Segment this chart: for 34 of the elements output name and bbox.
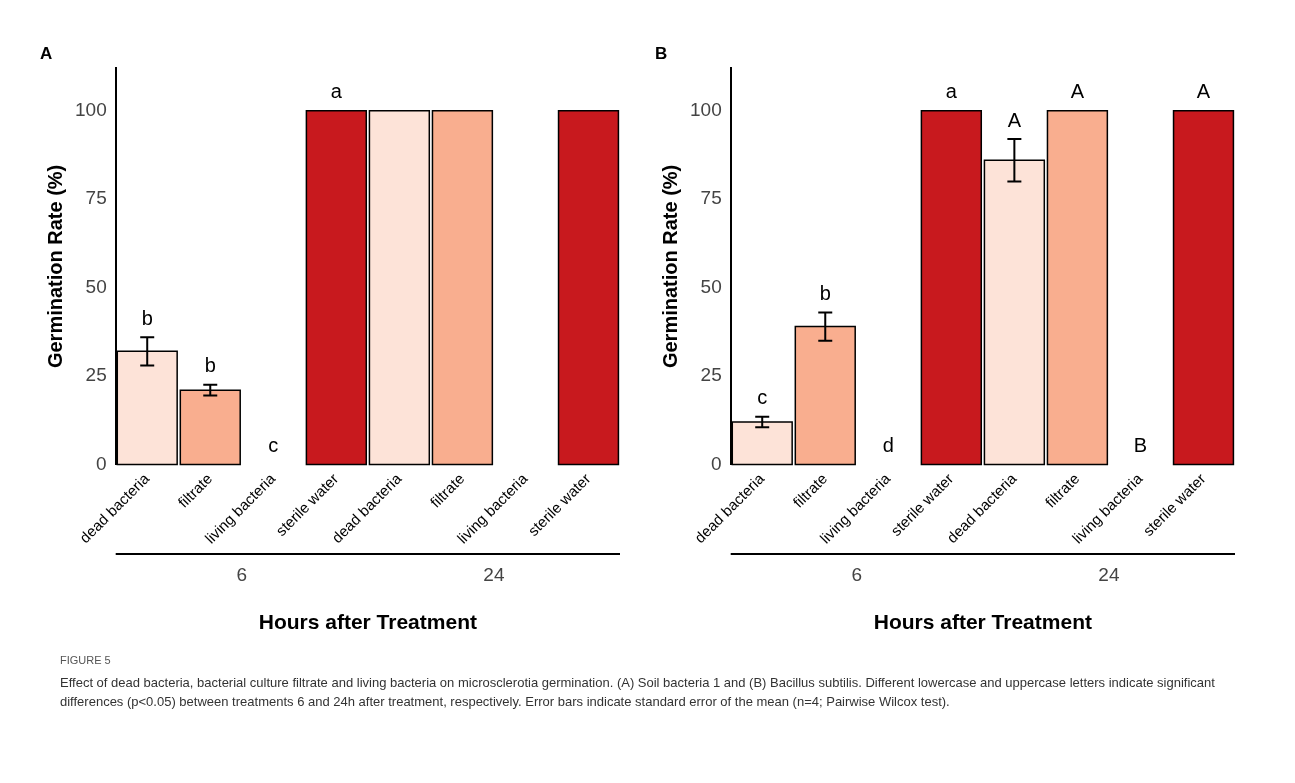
data-label: d [882, 433, 894, 456]
y-tick-label: 75 [700, 187, 722, 209]
text: 24 [1098, 563, 1120, 585]
caption: FIGURE 5 [60, 653, 112, 668]
text: Effect of dead bacteria, bacterial culture filtrate and living bacteria on microsclerotia germination. (A) Soil bacteria 1 and (B) Bacillus subtilis. Different lowercase and uppercase letters indicate significant differences (p<0.05) between treatments 6 and 24h after treatment, respectively. Error bars indicate standard error of the mean (n=4; Pairwise Wilcox test). [60, 673, 1216, 711]
y-tick-label: 0 [96, 452, 107, 474]
text: 24 [483, 563, 505, 585]
y-axis-title: Germination Rate (%) [43, 164, 66, 369]
y-tick-label: 0 [711, 452, 722, 474]
chart-title: A [40, 43, 53, 63]
data-label: c [757, 386, 768, 409]
y-tick-label: 25 [85, 364, 107, 386]
y-axis-title: Germination Rate (%) [658, 164, 681, 369]
x-axis-title: Hours after Treatment [258, 610, 477, 634]
y-tick-label: 25 [700, 364, 722, 386]
chart-title: B [655, 43, 668, 63]
text: 6 [851, 563, 863, 585]
data-label: A [1007, 108, 1022, 131]
data-label: a [330, 80, 343, 103]
data-label: B [1133, 433, 1148, 456]
y-tick-label: 100 [690, 99, 722, 121]
data-label: c [268, 433, 279, 456]
y-tick-label: 50 [85, 275, 107, 297]
x-axis-title: Hours after Treatment [873, 610, 1092, 634]
text: 6 [236, 563, 248, 585]
data-label: b [819, 281, 831, 304]
data-label: a [945, 80, 958, 103]
data-label: A [1070, 80, 1085, 103]
data-label: b [141, 306, 153, 329]
data-label: A [1196, 80, 1211, 103]
data-label: b [204, 354, 216, 377]
y-tick-label: 100 [75, 99, 107, 121]
y-tick-label: 75 [85, 187, 107, 209]
y-tick-label: 50 [700, 275, 722, 297]
